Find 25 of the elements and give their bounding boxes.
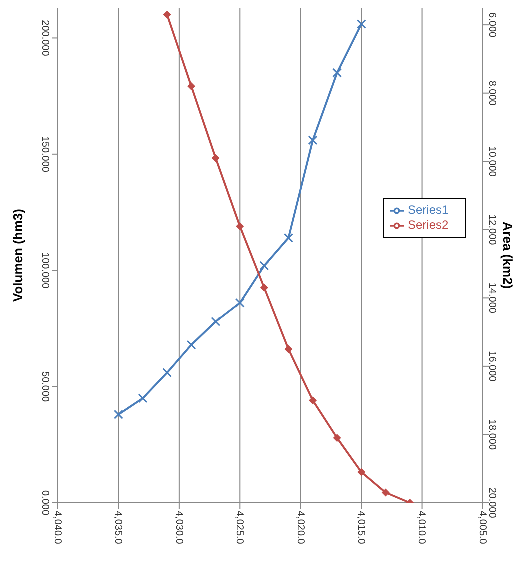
y2-tick-label: 10.000 xyxy=(486,146,498,178)
y2-tick-label: 14.000 xyxy=(486,282,498,314)
y-tick-label: 100.000 xyxy=(39,252,50,290)
y2-tick-label: 12.000 xyxy=(486,214,498,246)
y-axis-title: Volumen (hm3) xyxy=(10,209,26,302)
legend-label: Series2 xyxy=(408,218,449,232)
x-tick-label: 4,015.0 xyxy=(355,511,366,545)
y2-tick-label: 18.000 xyxy=(486,419,498,450)
y2-axis-title: Area (km2) xyxy=(500,222,516,290)
y2-tick-label: 8.000 xyxy=(486,80,498,106)
x-tick-label: 4,030.0 xyxy=(173,511,184,545)
y-tick-label: 0.000 xyxy=(39,490,50,516)
y-tick-label: 50.000 xyxy=(39,372,50,403)
x-tick-label: 4,010.0 xyxy=(416,511,428,545)
x-tick-label: 4,025.0 xyxy=(234,511,246,545)
y2-tick-label: 16.000 xyxy=(486,351,498,382)
x-tick-label: 4,005.0 xyxy=(476,511,488,545)
y-tick-label: 150.000 xyxy=(39,136,50,173)
y-tick-label: 200.000 xyxy=(39,20,50,57)
x-tick-label: 4,040.0 xyxy=(52,511,63,545)
x-tick-label: 4,035.0 xyxy=(112,511,124,545)
x-tick-label: 4,020.0 xyxy=(294,511,306,545)
legend-label: Series1 xyxy=(408,203,449,217)
y2-tick-label: 20.000 xyxy=(486,488,498,519)
y2-tick-label: 6.000 xyxy=(486,12,498,38)
